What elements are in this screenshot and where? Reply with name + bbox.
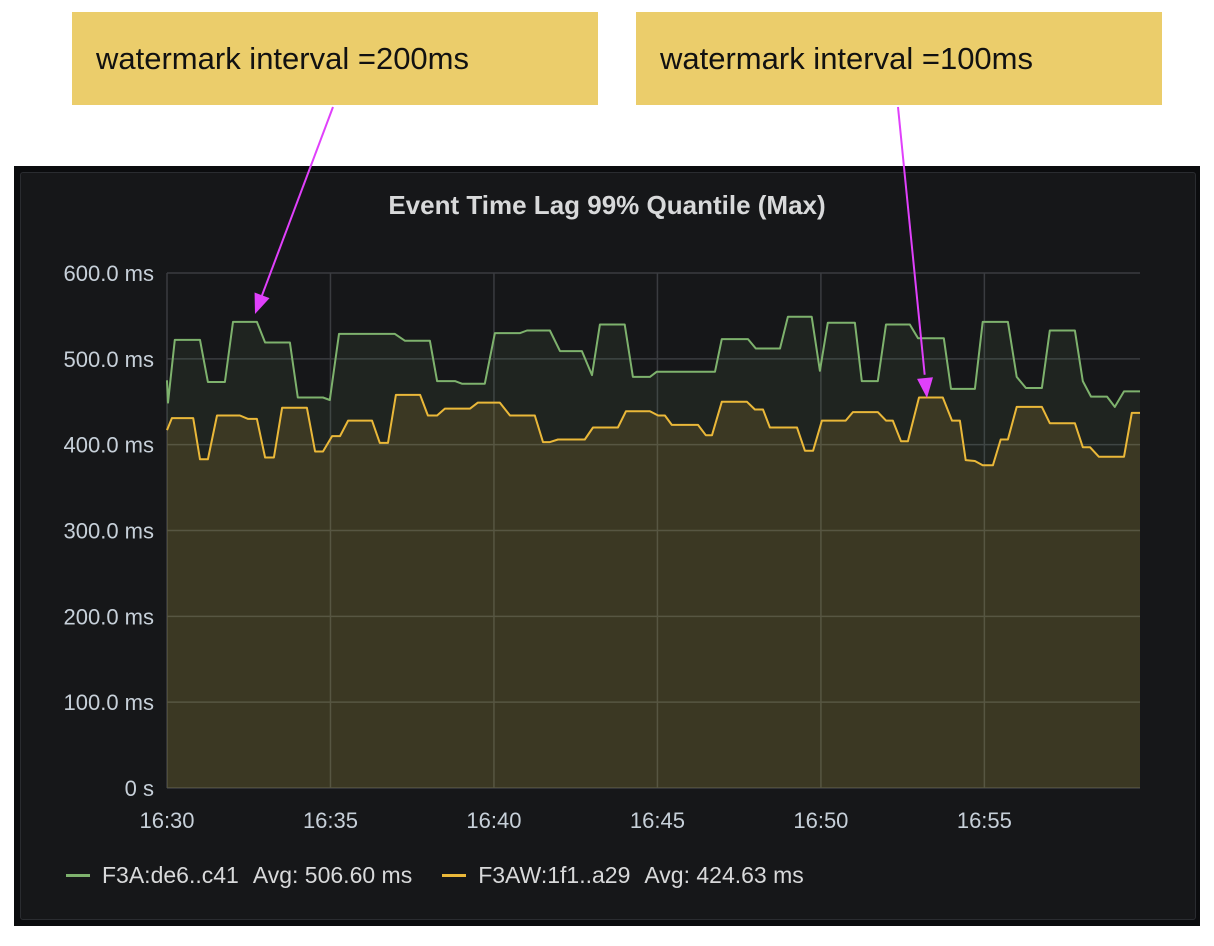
annotation-arrows [254, 106, 933, 398]
arrow-100ms-head-icon [917, 377, 933, 398]
graph-panel [20, 172, 1196, 920]
series-lines [166, 315, 1140, 467]
x-axis: 16:30 16:35 16:40 16:45 16:50 16:55 [139, 808, 1011, 833]
annotation-box-200ms: watermark interval =200ms [72, 12, 598, 105]
grid [166, 272, 1140, 789]
series-areas [167, 316, 1140, 788]
x-tick-label: 16:55 [957, 808, 1012, 833]
x-tick-label: 16:45 [630, 808, 685, 833]
legend-swatch-icon [66, 874, 90, 877]
arrow-200ms-head-icon [254, 292, 270, 314]
y-tick-label: 200.0 ms [64, 604, 155, 629]
y-tick-label: 600.0 ms [64, 261, 155, 286]
panel-title[interactable]: Event Time Lag 99% Quantile (Max) [388, 190, 826, 220]
series-area-green [167, 316, 1140, 788]
legend-series-name: F3AW:1f1..a29 [478, 862, 631, 888]
x-tick-label: 16:40 [466, 808, 521, 833]
legend-item-green[interactable]: F3A:de6..c41 Avg: 506.60 ms [66, 862, 412, 889]
arrow-100ms-shaft [897, 106, 926, 375]
annotation-text: watermark interval =200ms [96, 40, 469, 76]
annotation-box-100ms: watermark interval =100ms [636, 12, 1162, 105]
x-tick-label: 16:30 [139, 808, 194, 833]
arrow-200ms-shaft [260, 106, 334, 298]
y-tick-label: 300.0 ms [64, 519, 155, 544]
annotation-text: watermark interval =100ms [660, 40, 1033, 76]
legend-swatch-icon [442, 874, 467, 877]
x-tick-label: 16:50 [793, 808, 848, 833]
legend-avg: Avg: 424.63 ms [644, 862, 804, 888]
series-line-green [166, 315, 1140, 408]
legend-series-name: F3A:de6..c41 [102, 862, 239, 888]
legend-avg: Avg: 506.60 ms [252, 862, 413, 888]
legend-item-yellow[interactable]: F3AW:1f1..a29 Avg: 424.63 ms [442, 862, 804, 889]
x-tick-label: 16:35 [303, 808, 358, 833]
y-tick-label: 500.0 ms [64, 347, 155, 372]
y-tick-label: 0 s [125, 776, 154, 801]
y-axis: 0 s 100.0 ms 200.0 ms 300.0 ms 400.0 ms 500.0… [64, 261, 155, 801]
y-tick-label: 100.0 ms [64, 690, 155, 715]
series-line-yellow [166, 393, 1140, 467]
series-area-yellow [167, 394, 1140, 788]
legend: F3A:de6..c41 Avg: 506.60 ms F3AW:1f1..a2… [66, 862, 834, 889]
y-tick-label: 400.0 ms [64, 433, 155, 458]
